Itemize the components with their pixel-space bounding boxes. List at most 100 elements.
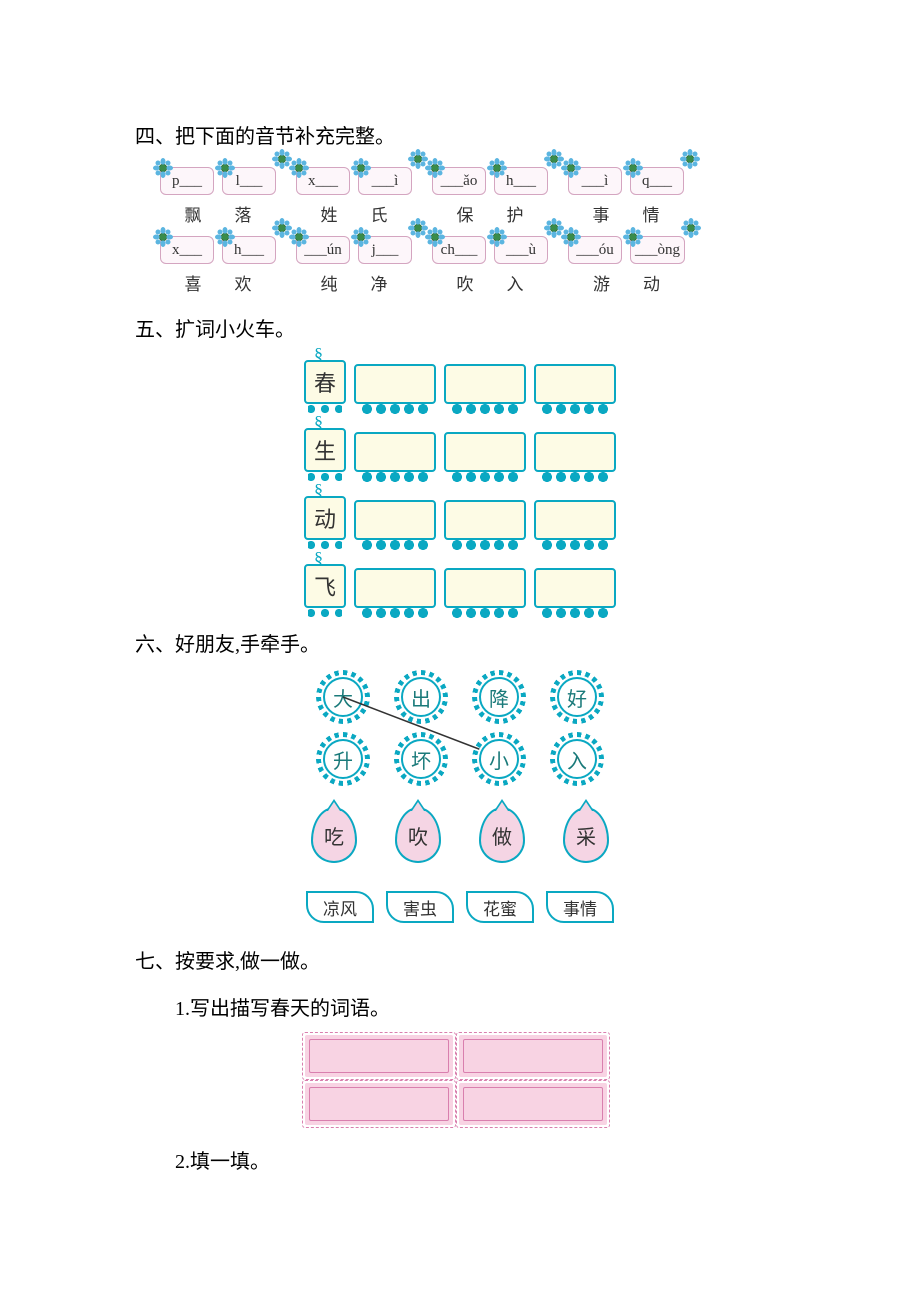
pinyin-box[interactable]: ch___ (432, 236, 486, 264)
train-car[interactable] (354, 500, 436, 540)
train-car[interactable] (354, 364, 436, 404)
leaf-shape[interactable]: 花蜜 (466, 891, 534, 923)
pinyin-box[interactable]: ___ì (568, 167, 622, 195)
train-engine: 生 (304, 428, 346, 472)
flower-icon (487, 227, 507, 247)
pinyin-box[interactable]: j___ (358, 236, 412, 264)
answer-box[interactable] (305, 1035, 453, 1077)
sun-circle[interactable]: 降 (477, 675, 521, 719)
pinyin-group: ___ǎo h___ 保护 (432, 167, 548, 226)
pinyin-box[interactable]: p___ (160, 167, 214, 195)
hanzi-char: 欢 (228, 270, 258, 295)
train-car[interactable] (534, 568, 616, 608)
flower-icon (425, 227, 445, 247)
flower-icon (215, 227, 235, 247)
pinyin-box[interactable]: ___òng (630, 236, 685, 264)
flower-icon (681, 218, 701, 238)
trains-area: §春§生§动§飞 (135, 360, 785, 608)
section7-sub1: 1.写出描写春天的词语。 (175, 992, 785, 1021)
flower-icon (680, 149, 700, 169)
pinyin-box[interactable]: ___ù (494, 236, 548, 264)
train-car[interactable] (444, 364, 526, 404)
section4-title: 四、把下面的音节补充完整。 (135, 120, 785, 149)
sun-circle[interactable]: 入 (555, 737, 599, 781)
section7-title: 七、按要求,做一做。 (135, 945, 785, 974)
pinyin-box[interactable]: h___ (494, 167, 548, 195)
train-car[interactable] (534, 500, 616, 540)
hanzi-char: 情 (636, 201, 666, 226)
hanzi-char: 氏 (364, 201, 394, 226)
flower-icon (153, 158, 173, 178)
train: §生 (304, 428, 616, 472)
pinyin-group: ___óu ___òng 游动 (568, 236, 685, 295)
section5-title: 五、扩词小火车。 (135, 313, 785, 342)
pinyin-fragment: q___ (642, 173, 672, 190)
flower-icon (215, 158, 235, 178)
train-car[interactable] (444, 568, 526, 608)
train-car[interactable] (444, 432, 526, 472)
hanzi-char: 入 (500, 270, 530, 295)
flower-icon (289, 227, 309, 247)
pinyin-fragment: ___ǎo (441, 173, 478, 190)
sun-circle[interactable]: 坏 (399, 737, 443, 781)
flower-icon (153, 227, 173, 247)
leaf-shape[interactable]: 凉风 (306, 891, 374, 923)
leaf-shape[interactable]: 事情 (546, 891, 614, 923)
flower-icon (487, 158, 507, 178)
pinyin-box[interactable]: ___ǎo (432, 167, 486, 195)
flower-icon (561, 227, 581, 247)
train: §春 (304, 360, 616, 404)
pinyin-group: x___ ___ì 姓氏 (296, 167, 412, 226)
pinyin-group: p___ l___ 飘落 (160, 167, 276, 226)
answer-box[interactable] (459, 1035, 607, 1077)
train-engine: 飞 (304, 564, 346, 608)
hanzi-char: 动 (637, 270, 667, 295)
pinyin-fragment: ___ì (582, 173, 609, 190)
train-car[interactable] (354, 432, 436, 472)
pinyin-fragment: ___ì (372, 173, 399, 190)
hanzi-char: 事 (586, 201, 616, 226)
train-car[interactable] (354, 568, 436, 608)
flower-icon (623, 158, 643, 178)
flower-icon (351, 227, 371, 247)
pinyin-fragment: ___ún (304, 242, 342, 259)
leaf-shape[interactable]: 害虫 (386, 891, 454, 923)
sun-circle[interactable]: 好 (555, 675, 599, 719)
flower-icon (623, 227, 643, 247)
sun-circle[interactable]: 升 (321, 737, 365, 781)
pinyin-fragment: j___ (372, 242, 399, 259)
pinyin-group: ___ì q___ 事情 (568, 167, 684, 226)
pinyin-box[interactable]: q___ (630, 167, 684, 195)
hanzi-char: 飘 (178, 201, 208, 226)
hanzi-char: 净 (364, 270, 394, 295)
drop-shape[interactable]: 采 (563, 807, 609, 863)
hanzi-char: 纯 (314, 270, 344, 295)
pinyin-box[interactable]: l___ (222, 167, 276, 195)
pinyin-box[interactable]: x___ (160, 236, 214, 264)
drop-shape[interactable]: 做 (479, 807, 525, 863)
sun-circle[interactable]: 出 (399, 675, 443, 719)
pinyin-box[interactable]: ___ì (358, 167, 412, 195)
answer-box[interactable] (459, 1083, 607, 1125)
pinyin-box[interactable]: x___ (296, 167, 350, 195)
pinyin-group: ch___ ___ù 吹入 (432, 236, 548, 295)
pinyin-fragment: ___óu (576, 242, 614, 259)
train-car[interactable] (534, 364, 616, 404)
pinyin-box[interactable]: h___ (222, 236, 276, 264)
flower-icon (561, 158, 581, 178)
answer-box[interactable] (305, 1083, 453, 1125)
train-car[interactable] (444, 500, 526, 540)
sun-circle[interactable]: 小 (477, 737, 521, 781)
drop-shape[interactable]: 吃 (311, 807, 357, 863)
pinyin-area: p___ l___ 飘落 x___ ___ì 姓氏 ___ǎo h___ 保护 (160, 167, 785, 295)
pinyin-box[interactable]: ___óu (568, 236, 622, 264)
sun-circle[interactable]: 大 (321, 675, 365, 719)
pinyin-group: ___ún j___ 纯净 (296, 236, 412, 295)
train-engine: 动 (304, 496, 346, 540)
pinyin-box[interactable]: ___ún (296, 236, 350, 264)
pinyin-fragment: l___ (236, 173, 263, 190)
drop-shape[interactable]: 吹 (395, 807, 441, 863)
train-car[interactable] (534, 432, 616, 472)
train: §飞 (304, 564, 616, 608)
pinyin-fragment: x___ (172, 242, 202, 259)
